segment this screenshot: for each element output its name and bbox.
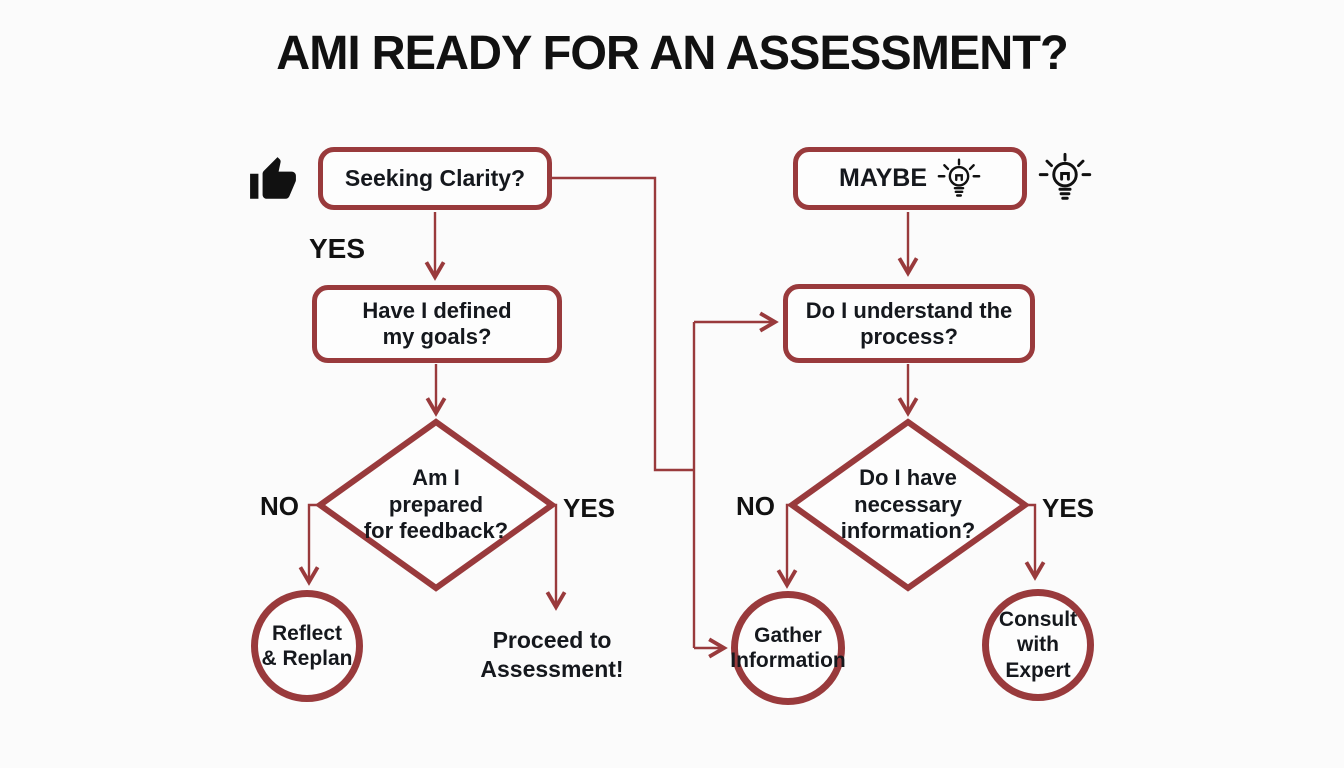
node-seeking-clarity: Seeking Clarity? [318, 147, 552, 210]
branch-label-yes-top: YES [309, 233, 366, 264]
node-understand-process-line2: process? [860, 323, 958, 349]
node-proceed-assessment: Proceed to Assessment! [447, 626, 657, 684]
node-proceed-assessment-line2: Assessment! [480, 655, 624, 682]
node-reflect-replan-line1: Reflect [271, 621, 343, 645]
node-consult-expert-line2: with Expert [1005, 633, 1071, 682]
node-proceed-assessment-line1: Proceed to [492, 627, 612, 653]
node-understand-process: Do I understand the process? [783, 284, 1035, 363]
branch-label-yes-right: YES [1042, 493, 1095, 523]
page-title: AMI READY FOR AN ASSESSMENT? [276, 27, 1068, 80]
node-gather-information-line1: Gather [754, 623, 822, 647]
decision-feedback-line3: for feedback? [363, 518, 509, 544]
node-reflect-replan-line2: & Replan [261, 647, 353, 670]
connector-seeking-to-trunk [550, 176, 695, 472]
branch-label-no-left: NO [260, 491, 299, 521]
branch-label-yes-left: YES [563, 493, 616, 523]
thumbs-up-icon [250, 157, 296, 199]
connector-feedback-yes-to-proceed [545, 503, 567, 611]
lightbulb-icon [1038, 152, 1092, 200]
decision-feedback-diamond [314, 418, 558, 592]
decision-feedback-line1: Am I [412, 464, 460, 490]
decision-information-text: Do I have necessary information? [808, 440, 1008, 570]
branch-label-no-right: NO [736, 491, 775, 521]
node-consult-expert: Consult with Expert [982, 589, 1094, 701]
connector-feedback-no-to-reflect [298, 503, 321, 586]
node-defined-goals-line2: my goals? [382, 324, 492, 349]
node-gather-information-line2: Information [730, 649, 846, 672]
node-reflect-replan: Reflect & Replan [251, 590, 363, 702]
node-gather-information: Gather Information [730, 591, 846, 705]
node-seeking-clarity-label: Seeking Clarity? [344, 164, 526, 191]
node-understand-process-line1: Do I understand the [805, 297, 1013, 323]
lightbulb-icon [937, 158, 981, 197]
connector-info-yes-to-consult [1024, 503, 1046, 581]
node-consult-expert-line1: Consult [998, 608, 1078, 632]
decision-information-line1: Do I have [859, 464, 957, 490]
node-defined-goals: Have I defined my goals? [312, 285, 562, 363]
connector-info-no-to-gather [776, 503, 798, 589]
decision-feedback-text: Am I prepared for feedback? [336, 440, 536, 570]
node-maybe-label: MAYBE [839, 163, 927, 192]
decision-feedback-line2: prepared [388, 491, 484, 517]
decision-information-line2: necessary [854, 491, 962, 517]
decision-information-line3: information? [840, 518, 976, 544]
node-defined-goals-line1: Have I defined [362, 298, 512, 324]
node-maybe: MAYBE [793, 147, 1027, 210]
decision-information-diamond [786, 418, 1031, 592]
